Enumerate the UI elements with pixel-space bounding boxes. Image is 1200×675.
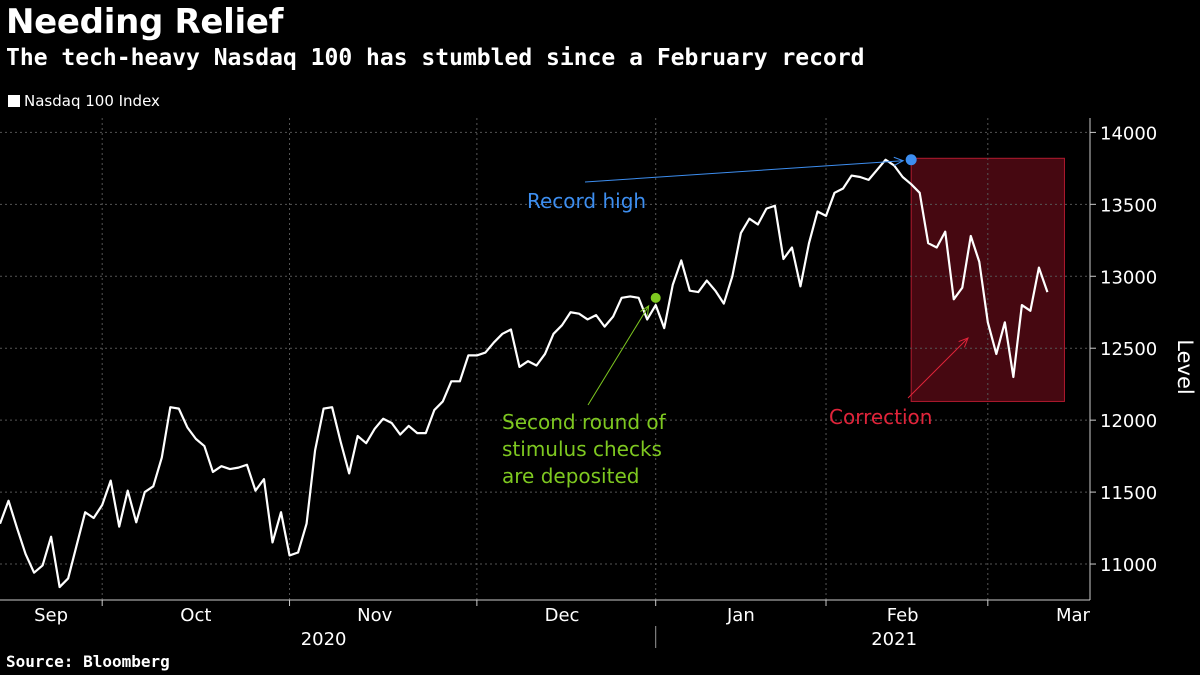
legend-swatch: [8, 95, 20, 107]
x-tick-label: Oct: [180, 605, 211, 626]
stimulus-label: Second round of stimulus checks are deposi…: [502, 410, 667, 488]
y-tick-label: 13000: [1100, 267, 1157, 288]
stimulus-arrow-head: [640, 304, 650, 316]
chart-title: Needing Relief: [6, 2, 284, 42]
y-axis-title: Level: [1173, 339, 1197, 394]
record-high-arrow: [584, 160, 904, 183]
series-line-nasdaq-100: [0, 158, 1049, 589]
chart-subtitle: The tech-heavy Nasdaq 100 has stumbled s…: [6, 45, 865, 71]
legend: Nasdaq 100 Index: [8, 92, 160, 110]
x-tick-label: Sep: [34, 605, 68, 626]
y-tick-label: 11500: [1100, 483, 1157, 504]
x-tick-label: Nov: [357, 605, 392, 626]
y-tick-label: 14000: [1100, 123, 1157, 144]
record-high-arrow-head: [893, 156, 905, 166]
y-tick-label: 12500: [1100, 339, 1157, 360]
y-tick-label: 12000: [1100, 411, 1157, 432]
x-tick-label: Mar: [1056, 605, 1091, 626]
grid-layer: [0, 118, 1090, 600]
x-year-label: 2020: [301, 629, 347, 650]
stimulus-arrow: [587, 305, 650, 406]
record-high-marker: [905, 154, 917, 166]
x-tick-label: Jan: [726, 605, 755, 626]
legend-label: Nasdaq 100 Index: [24, 92, 160, 110]
series-layer: [0, 158, 1049, 589]
source-note: Source: Bloomberg: [6, 652, 170, 671]
axis-layer: 11000 11500 12000 12500 13000 13500 14000 Level…: [0, 118, 1197, 650]
x-tick-label: Feb: [887, 605, 919, 626]
x-year-label: 2021: [871, 629, 917, 650]
correction-label: Correction: [829, 405, 932, 429]
stimulus-marker: [650, 292, 661, 303]
correction-arrow: [907, 337, 969, 399]
correction-arrow-head: [958, 337, 969, 348]
stimulus-label-line: are deposited: [502, 464, 639, 488]
x-tick-label: Dec: [545, 605, 580, 626]
stimulus-label-line: Second round of: [502, 410, 667, 434]
stimulus-label-line: stimulus checks: [502, 437, 662, 461]
y-tick-label: 11000: [1100, 555, 1157, 576]
record-high-label: Record high: [527, 189, 646, 213]
y-tick-label: 13500: [1100, 195, 1157, 216]
annotation-layer: Record high Second round of stimulus check…: [502, 154, 969, 488]
